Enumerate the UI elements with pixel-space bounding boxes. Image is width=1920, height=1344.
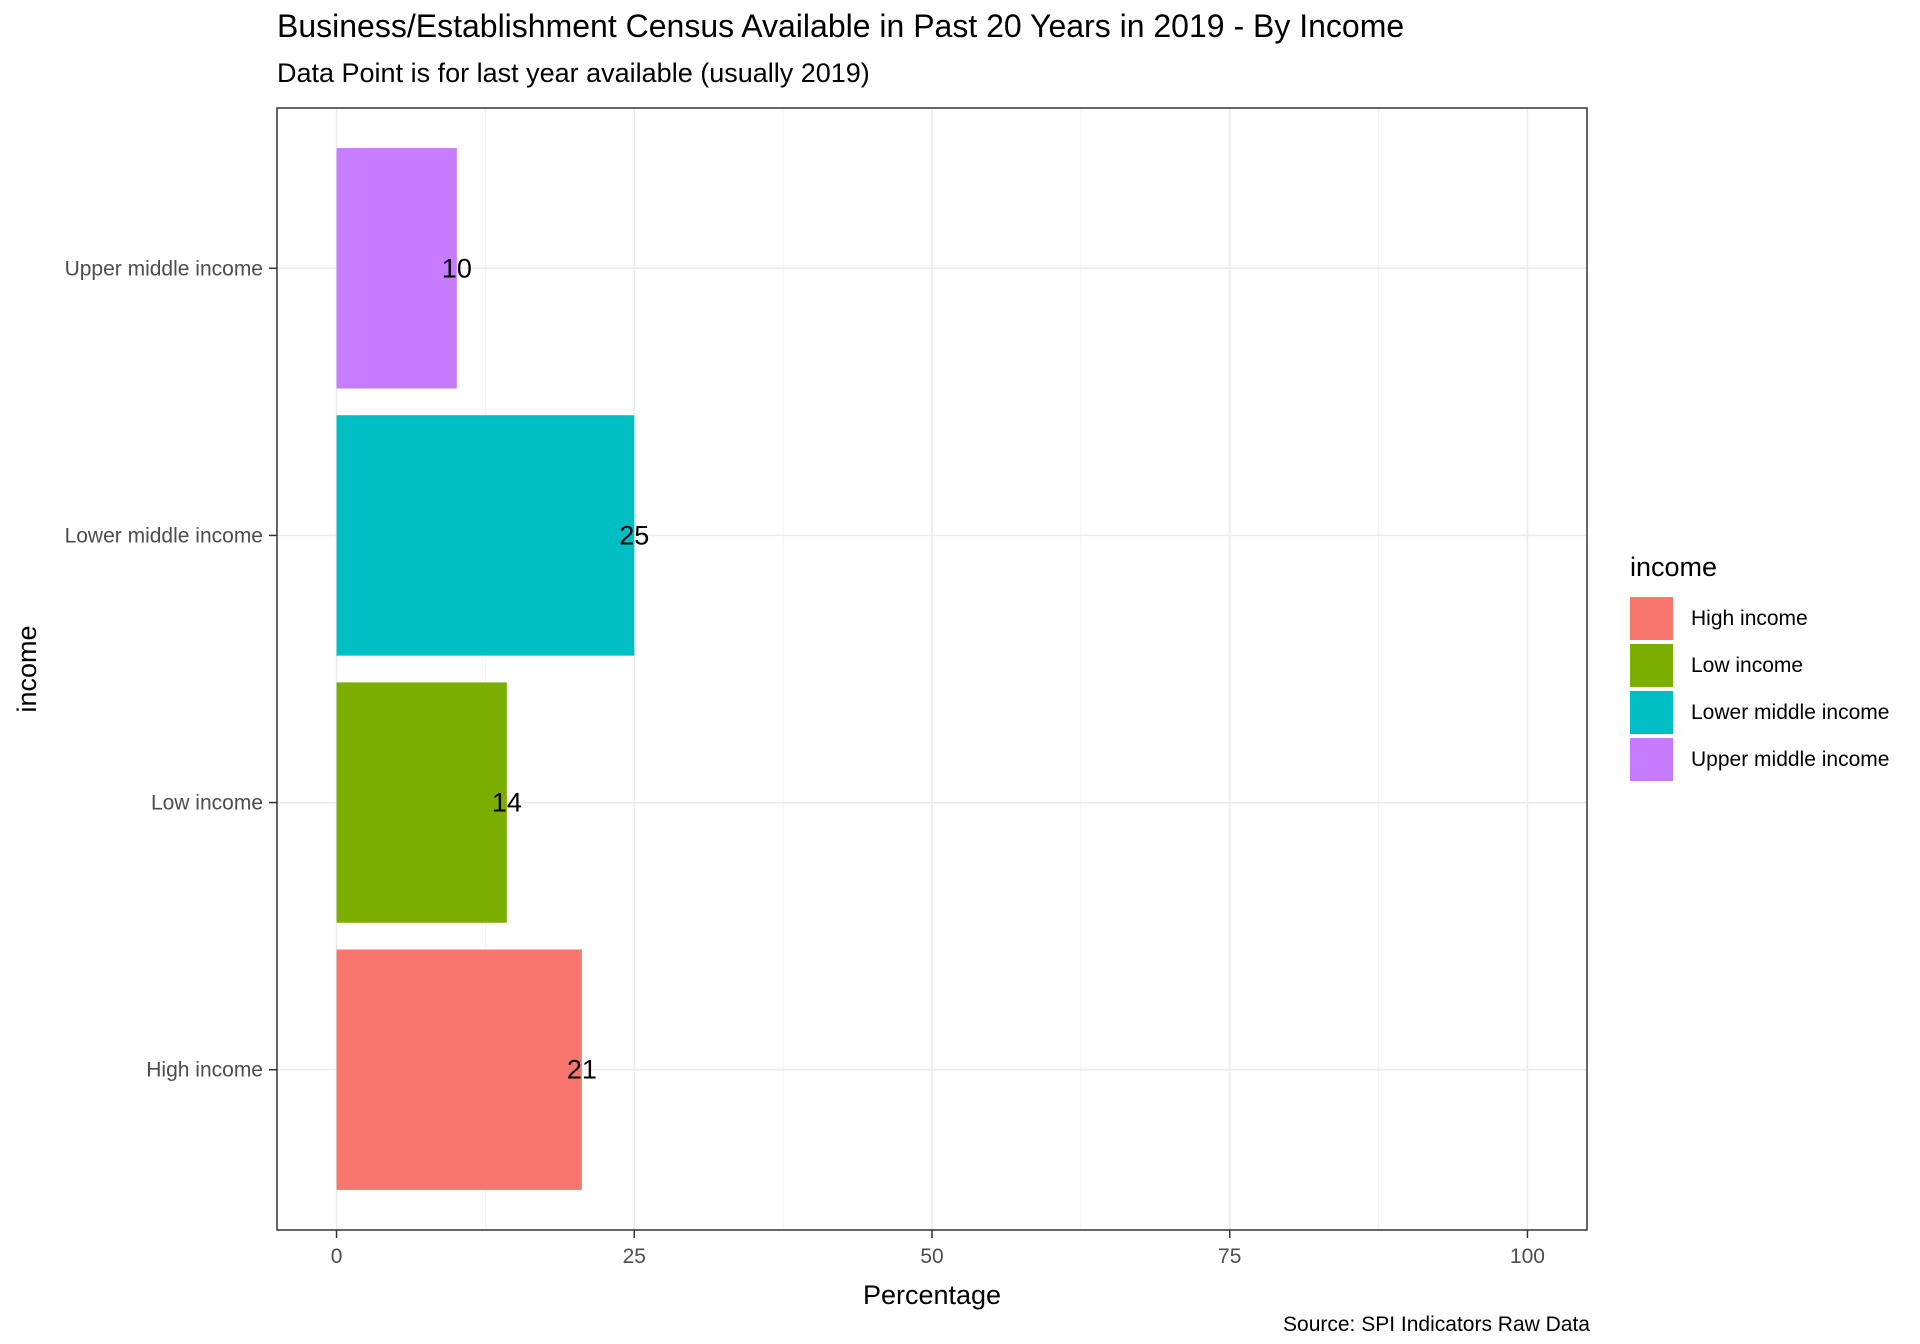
bar [336, 148, 457, 389]
x-tick-label: 100 [1510, 1245, 1545, 1268]
x-tick-label: 0 [331, 1245, 343, 1268]
bar-value-label: 25 [619, 520, 649, 550]
y-tick-label: Low income [151, 792, 263, 815]
x-tick-label: 25 [623, 1245, 646, 1268]
y-tick-label: Lower middle income [65, 524, 263, 547]
y-tick-label: High income [146, 1059, 263, 1082]
bar [336, 682, 507, 923]
x-axis-title: Percentage [863, 1280, 1001, 1310]
y-axis-title: income [12, 625, 42, 712]
legend: income High income Low income Lower middle… [1630, 552, 1889, 783]
legend-item: Low income [1630, 642, 1889, 689]
legend-key [1630, 691, 1673, 734]
legend-key [1630, 738, 1673, 781]
legend-label: Low income [1691, 653, 1804, 677]
chart-subtitle: Data Point is for last year available (u… [277, 58, 870, 88]
x-tick-label: 75 [1218, 1245, 1241, 1268]
chart-title: Business/Establishment Census Available … [277, 8, 1405, 44]
bar-value-label: 21 [567, 1055, 597, 1085]
legend-key [1630, 597, 1673, 640]
legend-item: Upper middle income [1630, 736, 1889, 783]
bar [336, 949, 582, 1190]
legend-label: Lower middle income [1691, 700, 1890, 724]
legend-title: income [1630, 552, 1718, 582]
legend-label: Upper middle income [1691, 747, 1890, 771]
bar [336, 415, 635, 656]
bar-value-label: 10 [442, 253, 472, 283]
x-tick-label: 50 [920, 1245, 943, 1268]
legend-item: Lower middle income [1630, 689, 1889, 736]
source-caption: Source: SPI Indicators Raw Data [1283, 1313, 1590, 1336]
legend-key [1630, 644, 1673, 687]
legend-item: High income [1630, 595, 1889, 642]
bar-value-label: 14 [492, 788, 522, 818]
y-tick-label: Upper middle income [65, 257, 263, 280]
legend-label: High income [1691, 606, 1808, 630]
